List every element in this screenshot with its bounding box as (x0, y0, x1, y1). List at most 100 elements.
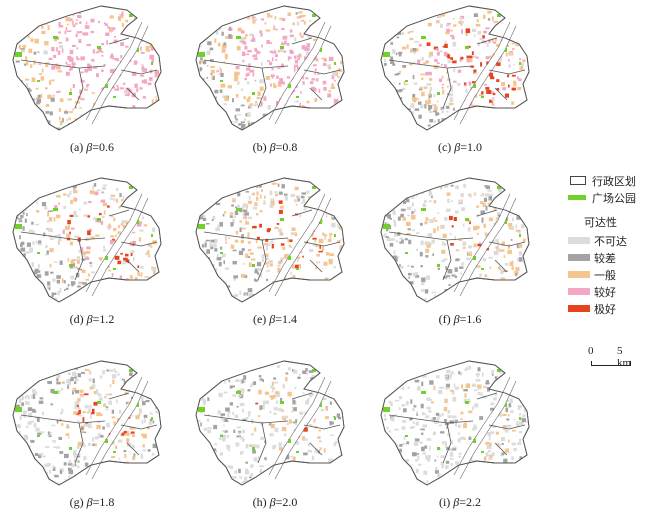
accessibility-cell (243, 480, 245, 484)
accessibility-cell (153, 42, 158, 46)
accessibility-cell (198, 365, 204, 368)
accessibility-cell (232, 261, 237, 265)
accessibility-cell (453, 446, 457, 449)
legend-class: 较差 (568, 249, 648, 266)
accessibility-cell (228, 449, 231, 452)
accessibility-cell (143, 10, 146, 14)
accessibility-cell (232, 98, 234, 103)
accessibility-cell (444, 40, 447, 45)
accessibility-cell (414, 40, 419, 43)
accessibility-cell (410, 399, 413, 404)
accessibility-cell (30, 64, 33, 68)
accessibility-cell (389, 217, 392, 220)
accessibility-cell (42, 474, 45, 479)
accessibility-cell (402, 216, 406, 221)
accessibility-cell (473, 480, 478, 484)
accessibility-cell (343, 80, 344, 85)
accessibility-cell (116, 188, 119, 192)
accessibility-cell (528, 97, 529, 100)
accessibility-cell (37, 454, 42, 459)
accessibility-cell (91, 58, 95, 62)
accessibility-cell (59, 45, 63, 49)
accessibility-cell (23, 19, 28, 23)
accessibility-cell (223, 103, 227, 106)
accessibility-cell (243, 380, 246, 383)
accessibility-cell (281, 286, 285, 289)
accessibility-cell (438, 389, 443, 395)
accessibility-cell (247, 235, 250, 239)
accessibility-cell (259, 86, 264, 91)
accessibility-cell (67, 284, 70, 287)
accessibility-cell (156, 38, 160, 43)
accessibility-cell (511, 74, 516, 77)
accessibility-cell (242, 418, 247, 421)
accessibility-cell (240, 121, 245, 124)
accessibility-cell (286, 289, 290, 293)
accessibility-cell (227, 21, 229, 24)
accessibility-cell (514, 271, 519, 275)
accessibility-cell (252, 206, 258, 210)
accessibility-cell (293, 421, 297, 424)
accessibility-cell (298, 53, 302, 58)
accessibility-cell (495, 239, 499, 243)
accessibility-cell (47, 381, 52, 385)
accessibility-cell (528, 89, 529, 93)
accessibility-cell (441, 75, 444, 79)
accessibility-cell (424, 241, 430, 246)
accessibility-cell (293, 67, 296, 72)
accessibility-cell (259, 210, 263, 213)
district-boundaries (20, 37, 158, 109)
accessibility-cell (434, 294, 437, 299)
accessibility-cell (235, 206, 238, 209)
accessibility-cell (247, 200, 253, 204)
accessibility-cell (28, 280, 32, 285)
accessibility-cell (301, 115, 304, 120)
accessibility-cell (421, 446, 425, 452)
accessibility-cell (247, 216, 252, 220)
accessibility-cell (480, 194, 485, 197)
accessibility-cell (401, 188, 404, 194)
accessibility-cell (58, 42, 63, 44)
accessibility-cell (222, 253, 226, 257)
accessibility-cell (449, 458, 454, 460)
accessibility-cell (33, 410, 37, 413)
accessibility-cell (337, 76, 340, 78)
accessibility-cell (302, 15, 306, 17)
accessibility-cell (515, 224, 518, 229)
accessibility-cell (26, 242, 31, 247)
accessibility-cell (286, 290, 291, 296)
accessibility-cell (302, 76, 305, 80)
accessibility-cell (20, 189, 26, 194)
city-outline (12, 5, 162, 131)
accessibility-cell (327, 93, 332, 98)
accessibility-cell (445, 31, 450, 35)
accessibility-cell (111, 456, 116, 458)
district-boundaries (203, 392, 341, 464)
accessibility-cell (113, 368, 116, 372)
accessibility-cell (415, 48, 419, 52)
accessibility-cell (154, 394, 158, 398)
accessibility-cell (503, 255, 506, 258)
accessibility-cell (386, 386, 389, 391)
accessibility-cell (215, 294, 217, 298)
park-patch (105, 84, 108, 88)
accessibility-cell (35, 87, 39, 90)
accessibility-cell (26, 367, 30, 370)
accessibility-cell (48, 217, 53, 222)
accessibility-cell (477, 392, 480, 395)
accessibility-cell (387, 214, 391, 219)
accessibility-cell (242, 59, 245, 63)
class-swatch (568, 288, 590, 295)
accessibility-cell (86, 246, 91, 250)
accessibility-cell (222, 44, 227, 49)
accessibility-cell (515, 229, 521, 232)
accessibility-cell (84, 405, 90, 409)
accessibility-cell (291, 289, 294, 291)
accessibility-cell (140, 454, 143, 459)
accessibility-cell (394, 257, 398, 262)
accessibility-cell (73, 211, 77, 216)
accessibility-cell (508, 84, 510, 88)
accessibility-cell (27, 34, 30, 39)
accessibility-cell (505, 52, 508, 57)
accessibility-cell (130, 125, 134, 130)
